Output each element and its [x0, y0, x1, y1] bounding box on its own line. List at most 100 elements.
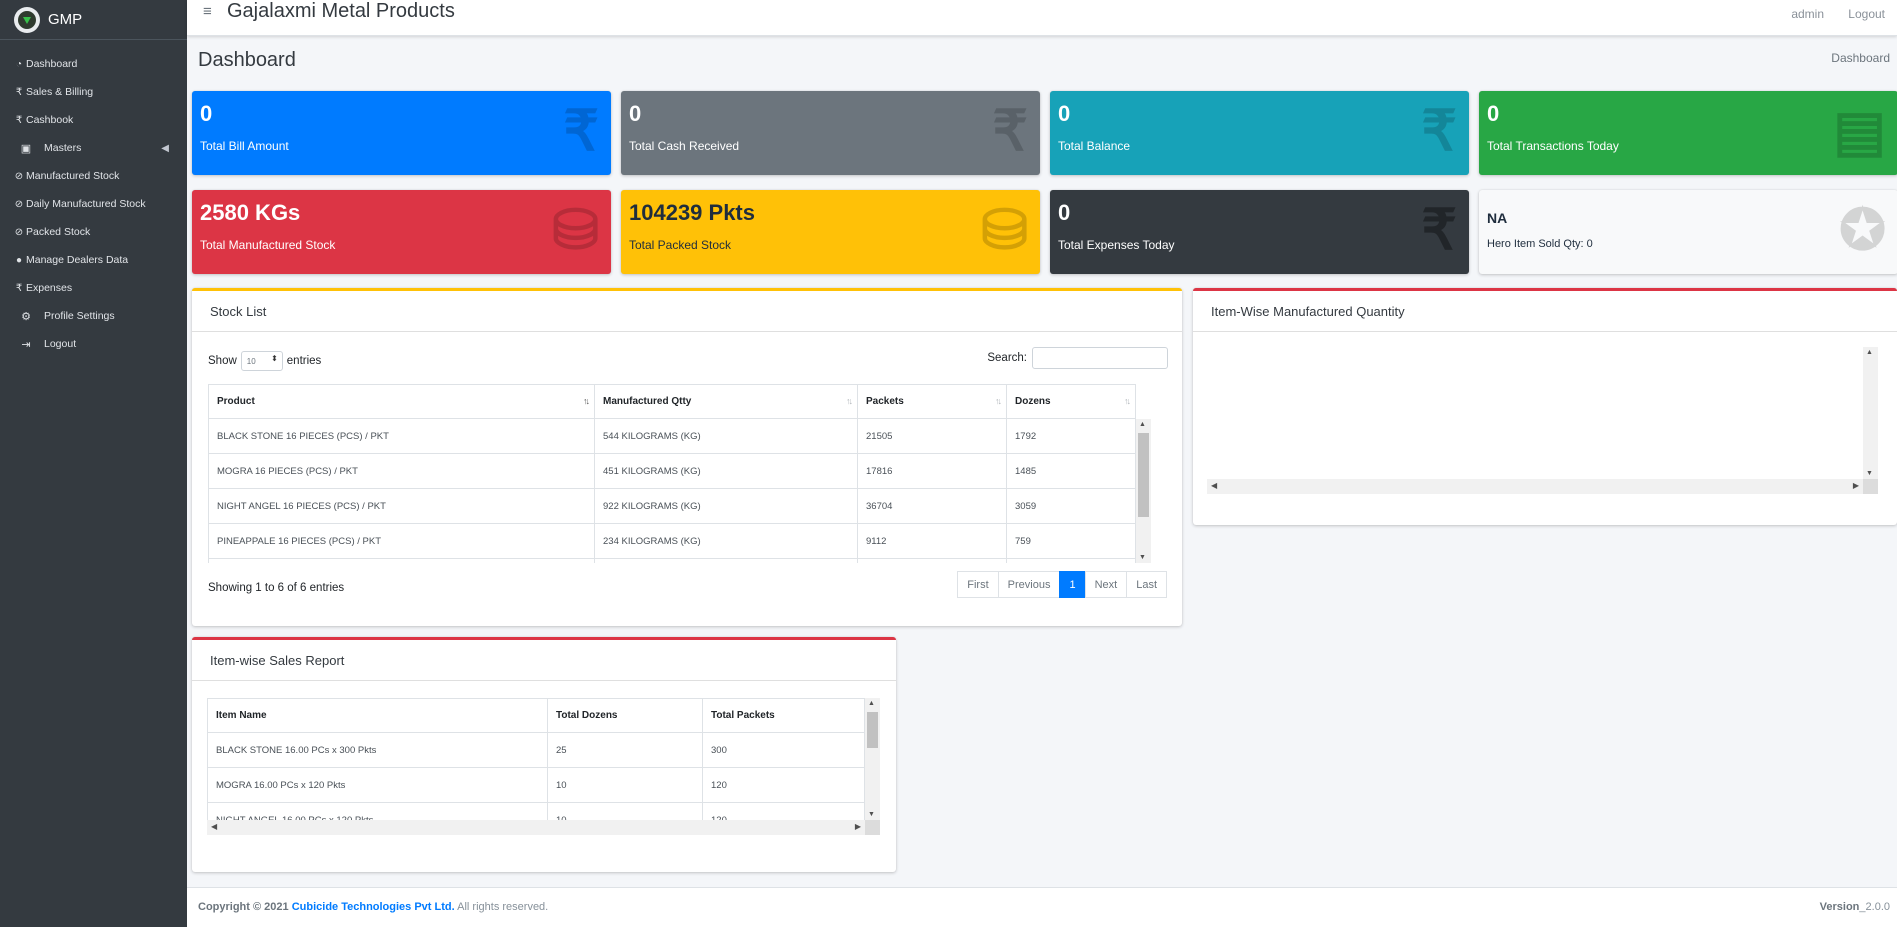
pagination: First Previous 1 Next Last	[957, 571, 1167, 598]
pagination-page-1[interactable]: 1	[1059, 571, 1086, 598]
user-icon: ●	[15, 254, 23, 266]
scroll-up-icon[interactable]: ▲	[1866, 349, 1873, 356]
sidebar-item-masters[interactable]: ▣ Masters ◀	[0, 134, 187, 162]
chart-horizontal-scrollbar[interactable]: ◀ ▶	[1207, 479, 1863, 494]
brand-logo-icon	[14, 6, 40, 33]
column-header-total-dozens[interactable]: Total Dozens	[547, 698, 703, 733]
sidebar-item-logout[interactable]: ⇥ Logout	[0, 330, 187, 358]
stat-value: 0	[1487, 101, 1500, 126]
cell-product	[208, 558, 595, 563]
column-header-item-name[interactable]: Item Name	[207, 698, 548, 733]
scrollbar-thumb[interactable]	[867, 712, 878, 748]
scroll-right-icon[interactable]: ▶	[854, 822, 861, 831]
scroll-down-icon[interactable]: ▼	[1866, 470, 1873, 477]
admin-link[interactable]: admin	[1791, 7, 1824, 21]
cell-item-name: BLACK STONE 16.00 PCs x 300 Pkts	[207, 732, 548, 768]
stat-value: 2580 KGs	[200, 200, 301, 225]
hamburger-menu-icon[interactable]: ≡	[203, 3, 212, 20]
stat-label: Total Transactions Today	[1487, 139, 1619, 153]
pagination-first[interactable]: First	[957, 571, 999, 598]
scroll-right-icon[interactable]: ▶	[1852, 481, 1859, 490]
cell-dozens	[1006, 558, 1136, 563]
scroll-up-icon[interactable]: ▲	[868, 700, 875, 707]
sidebar-item-daily-manufactured-stock[interactable]: ⊘ Daily Manufactured Stock	[0, 190, 187, 218]
rupee-icon: ₹	[563, 99, 599, 162]
sort-icon: ↑↓	[846, 396, 853, 406]
stat-box-hero-item: NA Hero Item Sold Qty: 0 ✪	[1479, 190, 1897, 274]
stat-value: 104239 Pkts	[629, 200, 755, 225]
pagination-previous[interactable]: Previous	[997, 571, 1061, 598]
cell-total-packets: 300	[702, 732, 865, 768]
column-header-manufactured-qtty[interactable]: Manufactured Qtty ↑↓	[594, 384, 858, 419]
brand[interactable]: GMP	[0, 0, 187, 40]
sidebar-item-manufactured-stock[interactable]: ⊘ Manufactured Stock	[0, 162, 187, 190]
stat-label: Total Bill Amount	[200, 139, 289, 153]
rupee-icon: ₹	[1421, 99, 1457, 162]
stat-box-total-balance: 0 Total Balance ₹	[1050, 91, 1469, 175]
table-row: PINEAPPALE 16 PIECES (PCS) / PKT 234 KIL…	[208, 523, 1136, 559]
sidebar-item-label: Masters	[44, 142, 82, 154]
tachometer-icon: ◔	[15, 58, 23, 70]
sidebar-item-cashbook[interactable]: ₹ Cashbook	[0, 106, 187, 134]
chevron-left-icon: ◀	[161, 142, 169, 154]
sidebar-item-expenses[interactable]: ₹ Expenses	[0, 274, 187, 302]
breadcrumb[interactable]: Dashboard	[1831, 51, 1890, 65]
stock-table-vertical-scrollbar[interactable]: ▲ ▼	[1136, 419, 1151, 563]
cell-dozens: 3059	[1006, 488, 1136, 524]
cell-packets: 9112	[857, 523, 1007, 559]
link-icon: ⊘	[14, 226, 24, 238]
scrollbar-corner	[1863, 479, 1878, 494]
sidebar-item-label: Daily Manufactured Stock	[26, 198, 146, 210]
scroll-left-icon[interactable]: ◀	[1211, 481, 1218, 490]
scrollbar-corner	[865, 820, 880, 835]
sidebar-item-profile-settings[interactable]: ⚙ Profile Settings	[0, 302, 187, 330]
pagination-next[interactable]: Next	[1084, 571, 1128, 598]
column-header-product[interactable]: Product ↑↓	[208, 384, 595, 419]
stat-label: Total Balance	[1058, 139, 1131, 153]
company-link[interactable]: Cubicide Technologies Pvt Ltd.	[291, 901, 455, 913]
rupee-icon: ₹	[15, 282, 23, 294]
sidebar-item-dashboard[interactable]: ◔ Dashboard	[0, 50, 187, 78]
cell-packets	[857, 558, 1007, 563]
table-row: BLACK STONE 16.00 PCs x 300 Pkts 25 300	[207, 732, 865, 768]
scrollbar-thumb[interactable]	[1138, 433, 1149, 517]
sidebar-item-label: Manage Dealers Data	[26, 254, 129, 266]
sidebar: GMP ◔ Dashboard ₹ Sales & Billing ₹ Cash…	[0, 0, 187, 927]
stat-label: Total Expenses Today	[1058, 238, 1175, 252]
entries-length-control: Show 10 ⬍ entries	[208, 351, 321, 371]
database-icon: ⛁	[981, 198, 1028, 261]
cell-dozens: 1792	[1006, 418, 1136, 454]
sales-table: Item Name Total Dozens Total Packets BLA…	[207, 698, 865, 835]
table-info: Showing 1 to 6 of 6 entries	[208, 582, 345, 594]
scroll-left-icon[interactable]: ◀	[211, 822, 218, 831]
entries-select-value: 10	[246, 356, 256, 366]
sidebar-item-sales-billing[interactable]: ₹ Sales & Billing	[0, 78, 187, 106]
chart-vertical-scrollbar[interactable]: ▲ ▼	[1863, 347, 1878, 479]
sidebar-item-manage-dealers[interactable]: ● Manage Dealers Data	[0, 246, 187, 274]
sidebar-nav: ◔ Dashboard ₹ Sales & Billing ₹ Cashbook…	[0, 40, 187, 358]
scroll-up-icon[interactable]: ▲	[1139, 421, 1146, 428]
entries-select[interactable]: 10 ⬍	[240, 351, 283, 371]
column-header-dozens[interactable]: Dozens ↑↓	[1006, 384, 1136, 419]
sort-icon: ↑↓	[995, 396, 1002, 406]
stat-label: Total Cash Received	[629, 139, 740, 153]
header-logout-link[interactable]: Logout	[1848, 7, 1885, 21]
rupee-icon: ₹	[15, 86, 23, 98]
column-header-total-packets[interactable]: Total Packets	[702, 698, 865, 733]
cell-packets: 21505	[857, 418, 1007, 454]
cell-manufactured-qtty: 544 KILOGRAMS (KG)	[594, 418, 858, 454]
sales-table-horizontal-scrollbar[interactable]: ◀ ▶	[207, 820, 865, 835]
stock-table-scroll: Product ↑↓ Manufactured Qtty ↑↓ Packets ↑↓ …	[208, 384, 1151, 563]
pagination-last[interactable]: Last	[1126, 571, 1167, 598]
search-input[interactable]	[1032, 347, 1168, 369]
sidebar-item-packed-stock[interactable]: ⊘ Packed Stock	[0, 218, 187, 246]
stat-value: 0	[200, 101, 213, 126]
scroll-down-icon[interactable]: ▼	[1139, 554, 1146, 561]
table-row: MOGRA 16 PIECES (PCS) / PKT 451 KILOGRAM…	[208, 453, 1136, 489]
stat-value: NA	[1487, 210, 1508, 226]
brand-text: GMP	[48, 11, 83, 28]
table-row: NIGHT ANGEL 16 PIECES (PCS) / PKT 922 KI…	[208, 488, 1136, 524]
column-header-packets[interactable]: Packets ↑↓	[857, 384, 1007, 419]
scroll-down-icon[interactable]: ▼	[868, 811, 875, 818]
sales-table-vertical-scrollbar[interactable]: ▲ ▼	[865, 698, 880, 820]
